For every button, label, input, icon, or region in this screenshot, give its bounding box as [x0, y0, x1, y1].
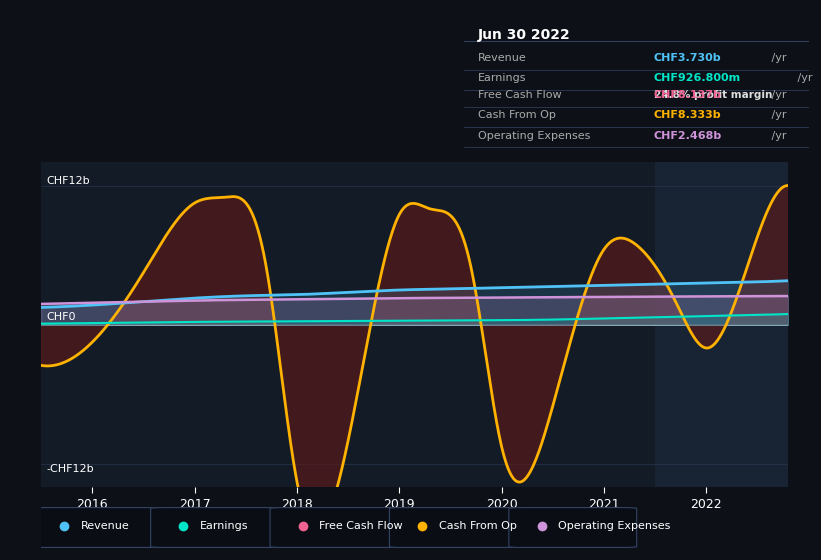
Text: /yr: /yr — [768, 130, 787, 141]
Text: Revenue: Revenue — [80, 521, 129, 531]
Text: CHF8.137b: CHF8.137b — [654, 90, 722, 100]
Text: Free Cash Flow: Free Cash Flow — [319, 521, 403, 531]
Text: Revenue: Revenue — [478, 53, 526, 63]
Text: CHF2.468b: CHF2.468b — [654, 130, 722, 141]
Text: Cash From Op: Cash From Op — [438, 521, 516, 531]
Text: /yr: /yr — [768, 90, 787, 100]
Text: /yr: /yr — [794, 73, 812, 83]
Text: Jun 30 2022: Jun 30 2022 — [478, 28, 571, 42]
Text: /yr: /yr — [768, 53, 787, 63]
Text: Operating Expenses: Operating Expenses — [558, 521, 671, 531]
FancyBboxPatch shape — [150, 507, 278, 548]
FancyBboxPatch shape — [270, 507, 398, 548]
Text: -CHF12b: -CHF12b — [46, 464, 94, 474]
Text: CHF8.333b: CHF8.333b — [654, 110, 721, 120]
Text: CHF0: CHF0 — [46, 312, 76, 323]
Text: CHF12b: CHF12b — [46, 176, 89, 185]
Text: Earnings: Earnings — [478, 73, 526, 83]
Bar — [655, 162, 788, 487]
Text: Earnings: Earnings — [200, 521, 249, 531]
FancyBboxPatch shape — [509, 507, 636, 548]
Text: CHF926.800m: CHF926.800m — [654, 73, 741, 83]
FancyBboxPatch shape — [31, 507, 159, 548]
Text: Cash From Op: Cash From Op — [478, 110, 556, 120]
FancyBboxPatch shape — [389, 507, 517, 548]
Text: 24.8% profit margin: 24.8% profit margin — [654, 90, 772, 100]
Text: /yr: /yr — [768, 110, 787, 120]
Text: Free Cash Flow: Free Cash Flow — [478, 90, 562, 100]
Text: Operating Expenses: Operating Expenses — [478, 130, 590, 141]
Text: CHF3.730b: CHF3.730b — [654, 53, 721, 63]
